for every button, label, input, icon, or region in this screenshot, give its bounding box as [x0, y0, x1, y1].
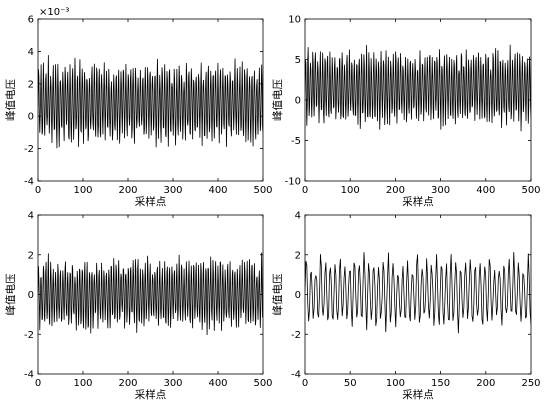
- x-tick-label: 200: [476, 378, 495, 389]
- y-axis-exponent: ×10⁻³: [39, 7, 69, 18]
- y-tick-label: 4: [295, 211, 301, 222]
- x-tick-label: 300: [163, 378, 182, 389]
- y-tick-label: 0: [295, 96, 301, 107]
- y-tick-label: 2: [28, 250, 34, 261]
- x-axis-label: 采样点: [402, 388, 434, 401]
- y-tick-label: 6: [28, 15, 34, 26]
- y-axis-label: 峰值电压: [271, 273, 284, 315]
- y-tick-label: -2: [24, 144, 34, 155]
- y-tick-label: -2: [24, 330, 34, 341]
- x-tick-label: 400: [476, 185, 495, 196]
- x-tick-label: 400: [208, 378, 227, 389]
- x-tick-label: 150: [431, 378, 450, 389]
- x-tick-label: 500: [253, 378, 272, 389]
- y-tick-label: -10: [285, 177, 301, 188]
- y-tick-label: 5: [295, 55, 301, 66]
- x-axis-label: 采样点: [135, 195, 167, 208]
- y-tick-label: 4: [28, 211, 34, 222]
- x-axis-label: 采样点: [135, 388, 167, 401]
- y-tick-label: 10: [288, 15, 301, 26]
- chart-panel-bottom-right: 0 50 100 150 200 250 -4 -2 0 2 4 采样点 峰值电压: [271, 211, 541, 402]
- y-tick-label: -2: [291, 330, 301, 341]
- y-tick-label: -4: [291, 370, 301, 381]
- x-tick-label: 50: [344, 378, 357, 389]
- y-axis-label: 峰值电压: [4, 273, 17, 315]
- chart-panel-top-left: 0 100 200 300 400 500 -4 -2 0 2 4 6 采样点 峰值电压 ×10⁻³: [4, 7, 273, 208]
- x-tick-label: 200: [118, 185, 137, 196]
- x-tick-label: 250: [521, 378, 540, 389]
- y-tick-label: -4: [24, 370, 34, 381]
- x-tick-label: 0: [302, 378, 308, 389]
- x-tick-label: 100: [386, 378, 405, 389]
- y-tick-label: 2: [28, 79, 34, 90]
- x-tick-label: 200: [386, 185, 405, 196]
- x-tick-label: 100: [73, 185, 92, 196]
- x-tick-label: 100: [73, 378, 92, 389]
- x-tick-label: 200: [118, 378, 137, 389]
- y-tick-label: -4: [24, 177, 34, 188]
- chart-panel-bottom-left: 0 100 200 300 400 500 -4 -2 0 2 4 采样点 峰值电压: [4, 211, 273, 402]
- x-tick-label: 300: [163, 185, 182, 196]
- x-tick-label: 0: [35, 185, 41, 196]
- y-tick-label: 0: [28, 112, 34, 123]
- axes-box: [37, 18, 264, 182]
- x-axis-label: 采样点: [402, 195, 434, 208]
- y-tick-label: 2: [295, 250, 301, 261]
- x-tick-label: 500: [521, 185, 540, 196]
- y-axis-label: 峰值电压: [271, 79, 284, 121]
- y-tick-label: 0: [295, 290, 301, 301]
- series-line: [305, 251, 531, 334]
- x-tick-label: 0: [302, 185, 308, 196]
- chart-panel-top-right: 0 100 200 300 400 500 -10 -5 0 5 10 采样点 峰值电压: [271, 15, 541, 209]
- y-tick-label: 0: [28, 290, 34, 301]
- y-tick-label: -5: [291, 136, 301, 147]
- y-tick-label: 4: [28, 47, 34, 58]
- y-axis-label: 峰值电压: [4, 79, 17, 121]
- x-tick-label: 100: [341, 185, 360, 196]
- series-line: [38, 252, 263, 336]
- x-tick-label: 400: [208, 185, 227, 196]
- x-tick-label: 0: [35, 378, 41, 389]
- series-line: [38, 55, 263, 149]
- series-line: [305, 44, 531, 132]
- x-tick-label: 300: [431, 185, 450, 196]
- x-tick-label: 500: [253, 185, 272, 196]
